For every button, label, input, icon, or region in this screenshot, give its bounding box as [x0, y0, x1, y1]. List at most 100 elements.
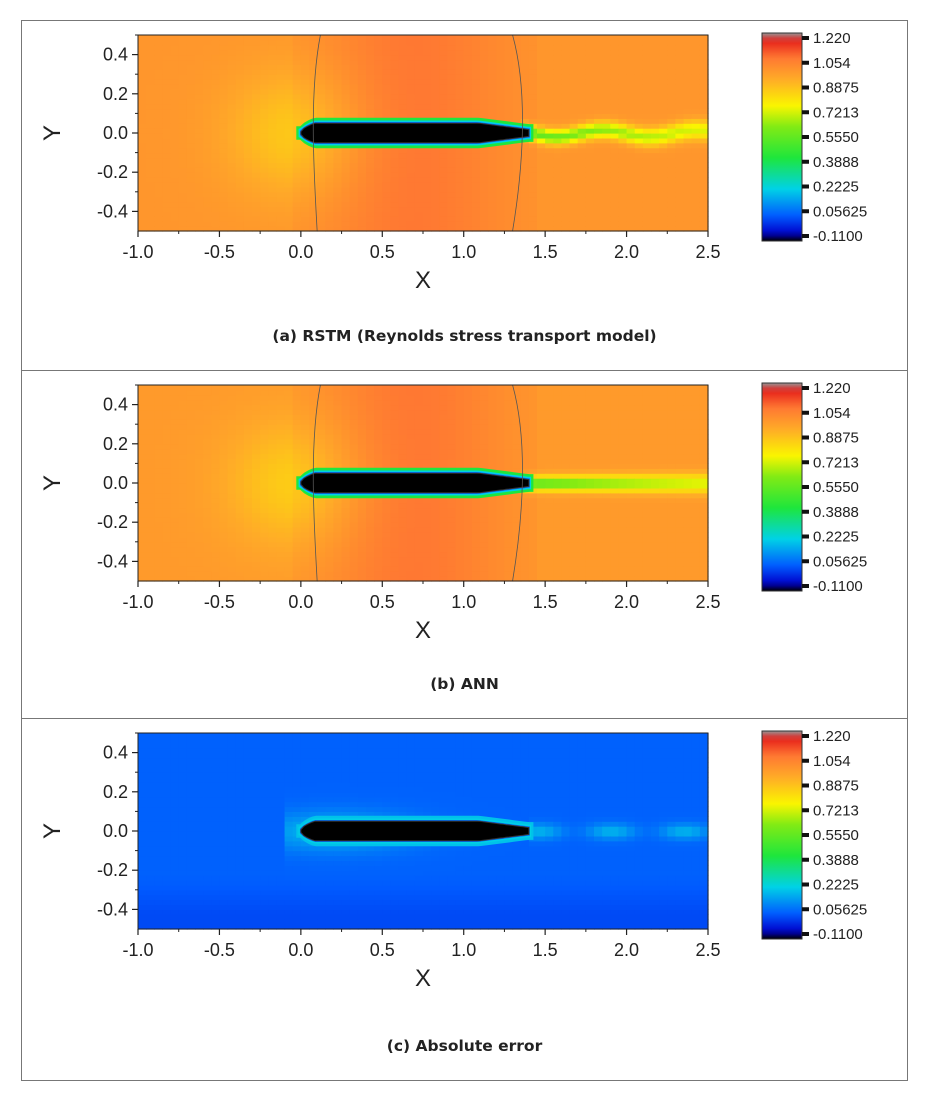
colorbar-tick — [802, 110, 809, 115]
colorbar-tick — [802, 907, 809, 912]
isoline — [512, 384, 523, 582]
colorbar-label: 0.3888 — [813, 154, 859, 171]
colorbar-label: 1.054 — [813, 55, 851, 72]
colorbar-label: 0.8875 — [813, 80, 859, 97]
colorbar-label: -0.1100 — [813, 578, 863, 595]
body-shape — [300, 820, 530, 842]
chart-c: -1.0 -0.5 0.0 0.5 1.0 1.5 2.0 2.5 0.4 0.2 0.0 -0.2 -… — [39, 728, 867, 992]
colorbar-label: 1.220 — [813, 728, 851, 745]
colorbar-label: 0.3888 — [813, 504, 859, 521]
y-tick-label: 0.4 — [103, 395, 128, 415]
body-shape — [300, 122, 530, 144]
x-tick-label: 1.0 — [451, 940, 476, 960]
colorbar-tick — [802, 509, 809, 514]
colorbar-tick — [802, 833, 809, 837]
colorbar-label: 0.7213 — [813, 104, 859, 121]
colorbar-tick — [802, 534, 809, 539]
colorbar-label: 1.220 — [813, 380, 851, 397]
colorbar-label: 0.05625 — [813, 901, 867, 918]
isoline — [312, 34, 321, 232]
colorbar-tick — [802, 808, 809, 813]
colorbar-label: 0.3888 — [813, 852, 859, 869]
x-tick-label: -0.5 — [204, 940, 235, 960]
y-tick-label: 0.4 — [103, 45, 128, 65]
y-tick-label: 0.2 — [103, 782, 128, 802]
y-tick-label: 0.2 — [103, 434, 128, 454]
colorbar-label: 1.054 — [813, 753, 851, 770]
panel-caption: (c) Absolute error — [386, 1037, 543, 1055]
x-tick-label: -1.0 — [122, 242, 153, 262]
colorbar-label: 0.8875 — [813, 430, 859, 447]
colorbar-label: 1.220 — [813, 30, 851, 47]
y-tick-label: -0.2 — [97, 860, 128, 880]
panel-ann: -1.0 -0.5 0.0 0.5 1.0 1.5 2.0 2.5 0.4 0.2 0.0 -0.2 -… — [21, 370, 908, 719]
x-tick-label: -0.5 — [204, 242, 235, 262]
colorbar-label: 0.2225 — [813, 877, 859, 894]
x-tick-label: 2.0 — [614, 592, 639, 612]
x-tick-label: 0.5 — [370, 592, 395, 612]
x-tick-label: 2.5 — [695, 940, 720, 960]
y-tick-label: -0.2 — [97, 162, 128, 182]
colorbar-label: -0.1100 — [813, 228, 863, 245]
y-tick-label: 0.0 — [103, 473, 128, 493]
colorbar-tick — [802, 435, 809, 440]
y-tick-label: -0.4 — [97, 551, 128, 571]
colorbar-tick — [802, 410, 809, 415]
x-tick-label: 2.0 — [614, 940, 639, 960]
x-tick-label: 2.5 — [695, 242, 720, 262]
colorbar-tick — [802, 135, 809, 139]
x-tick-label: 0.0 — [288, 592, 313, 612]
panel-rstm: -1.0 -0.5 0.0 0.5 1.0 1.5 2.0 2.5 0.4 0.2 0.0 -0.2 -… — [21, 20, 908, 371]
y-axis-label: Y — [39, 475, 66, 491]
isoline — [512, 34, 523, 232]
x-tick-label: -1.0 — [122, 592, 153, 612]
chart-b: -1.0 -0.5 0.0 0.5 1.0 1.5 2.0 2.5 0.4 0.2 0.0 -0.2 -… — [39, 380, 867, 644]
y-tick-label: 0.4 — [103, 743, 128, 763]
x-axis-label: X — [415, 617, 431, 644]
x-tick-label: 1.5 — [533, 592, 558, 612]
colorbar-label: 0.5550 — [813, 479, 859, 496]
y-tick-label: 0.0 — [103, 821, 128, 841]
colorbar-tick — [802, 882, 809, 887]
y-tick-label: -0.4 — [97, 201, 128, 221]
x-tick-label: 0.5 — [370, 242, 395, 262]
colorbar-tick — [802, 159, 809, 164]
colorbar-label: 0.7213 — [813, 454, 859, 471]
colorbar — [761, 382, 803, 592]
colorbar-tick — [802, 485, 809, 489]
colorbar-label: 0.5550 — [813, 129, 859, 146]
colorbar-tick — [802, 758, 809, 763]
x-tick-label: 0.5 — [370, 940, 395, 960]
colorbar-label: 0.2225 — [813, 529, 859, 546]
x-tick-label: 1.5 — [533, 242, 558, 262]
body-shape — [300, 472, 530, 494]
colorbar-label: 0.05625 — [813, 203, 867, 220]
y-axis-label: Y — [39, 125, 66, 141]
panel-absolute-error: -1.0 -0.5 0.0 0.5 1.0 1.5 2.0 2.5 0.4 0.2 0.0 -0.2 -… — [21, 718, 908, 1081]
y-tick-label: 0.2 — [103, 84, 128, 104]
colorbar-tick — [802, 734, 809, 738]
x-tick-label: 0.0 — [288, 940, 313, 960]
chart-a: -1.0 -0.5 0.0 0.5 1.0 1.5 2.0 2.5 0.4 0.2 0.0 -0.2 -… — [39, 30, 867, 294]
colorbar-tick — [802, 584, 809, 588]
colorbar-label: 0.8875 — [813, 778, 859, 795]
colorbar-label: -0.1100 — [813, 926, 863, 943]
y-tick-label: -0.2 — [97, 512, 128, 532]
x-tick-label: 0.0 — [288, 242, 313, 262]
colorbar-tick — [802, 209, 809, 214]
x-tick-label: 1.0 — [451, 242, 476, 262]
x-tick-label: 1.0 — [451, 592, 476, 612]
colorbar-tick — [802, 234, 809, 238]
colorbar-tick — [802, 85, 809, 90]
colorbar-tick — [802, 460, 809, 465]
y-tick-label: 0.0 — [103, 123, 128, 143]
x-axis-label: X — [415, 965, 431, 992]
colorbar — [761, 730, 803, 940]
x-axis-label: X — [415, 267, 431, 294]
isoline — [312, 384, 321, 582]
colorbar-tick — [802, 559, 809, 564]
colorbar-tick — [802, 783, 809, 788]
y-axis-label: Y — [39, 823, 66, 839]
x-tick-label: 1.5 — [533, 940, 558, 960]
panel-caption: (b) ANN — [430, 675, 499, 693]
